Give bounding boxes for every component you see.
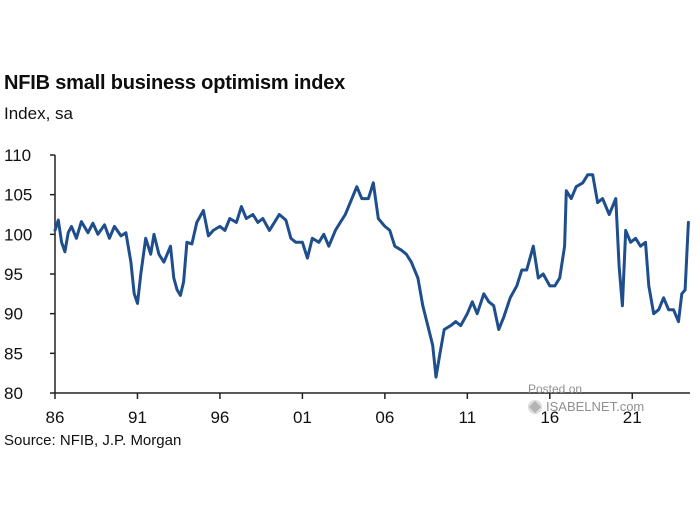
x-tick-label: 91 <box>128 408 147 427</box>
x-tick-label: 21 <box>623 408 642 427</box>
x-tick-label: 96 <box>210 408 229 427</box>
x-tick-label: 01 <box>293 408 312 427</box>
y-tick-label: 95 <box>4 265 23 284</box>
series-line <box>53 173 690 379</box>
y-tick-label: 90 <box>4 305 23 324</box>
y-tick-label: 85 <box>4 344 23 363</box>
watermark-logo-icon <box>528 400 542 414</box>
chart-subtitle: Index, sa <box>4 104 73 123</box>
chart-source: Source: NFIB, J.P. Morgan <box>4 432 182 449</box>
watermark: Posted on ISABELNET.com <box>528 382 644 414</box>
chart-title: NFIB small business optimism index <box>4 72 346 94</box>
y-tick-label: 105 <box>4 186 32 205</box>
x-tick-label: 86 <box>46 408 65 427</box>
watermark-site: ISABELNET.com <box>546 399 644 414</box>
y-tick-label: 100 <box>4 225 32 244</box>
y-tick-label: 110 <box>4 146 31 165</box>
x-axis: 86 91 96 01 06 11 16 21 <box>46 393 642 427</box>
y-tick-label: 80 <box>4 384 23 403</box>
watermark-posted-on: Posted on <box>528 382 582 396</box>
x-tick-label: 06 <box>375 408 394 427</box>
x-tick-label: 11 <box>459 408 477 427</box>
x-tick-label: 16 <box>540 408 559 427</box>
y-axis: 80 85 90 95 100 105 110 <box>4 146 55 403</box>
